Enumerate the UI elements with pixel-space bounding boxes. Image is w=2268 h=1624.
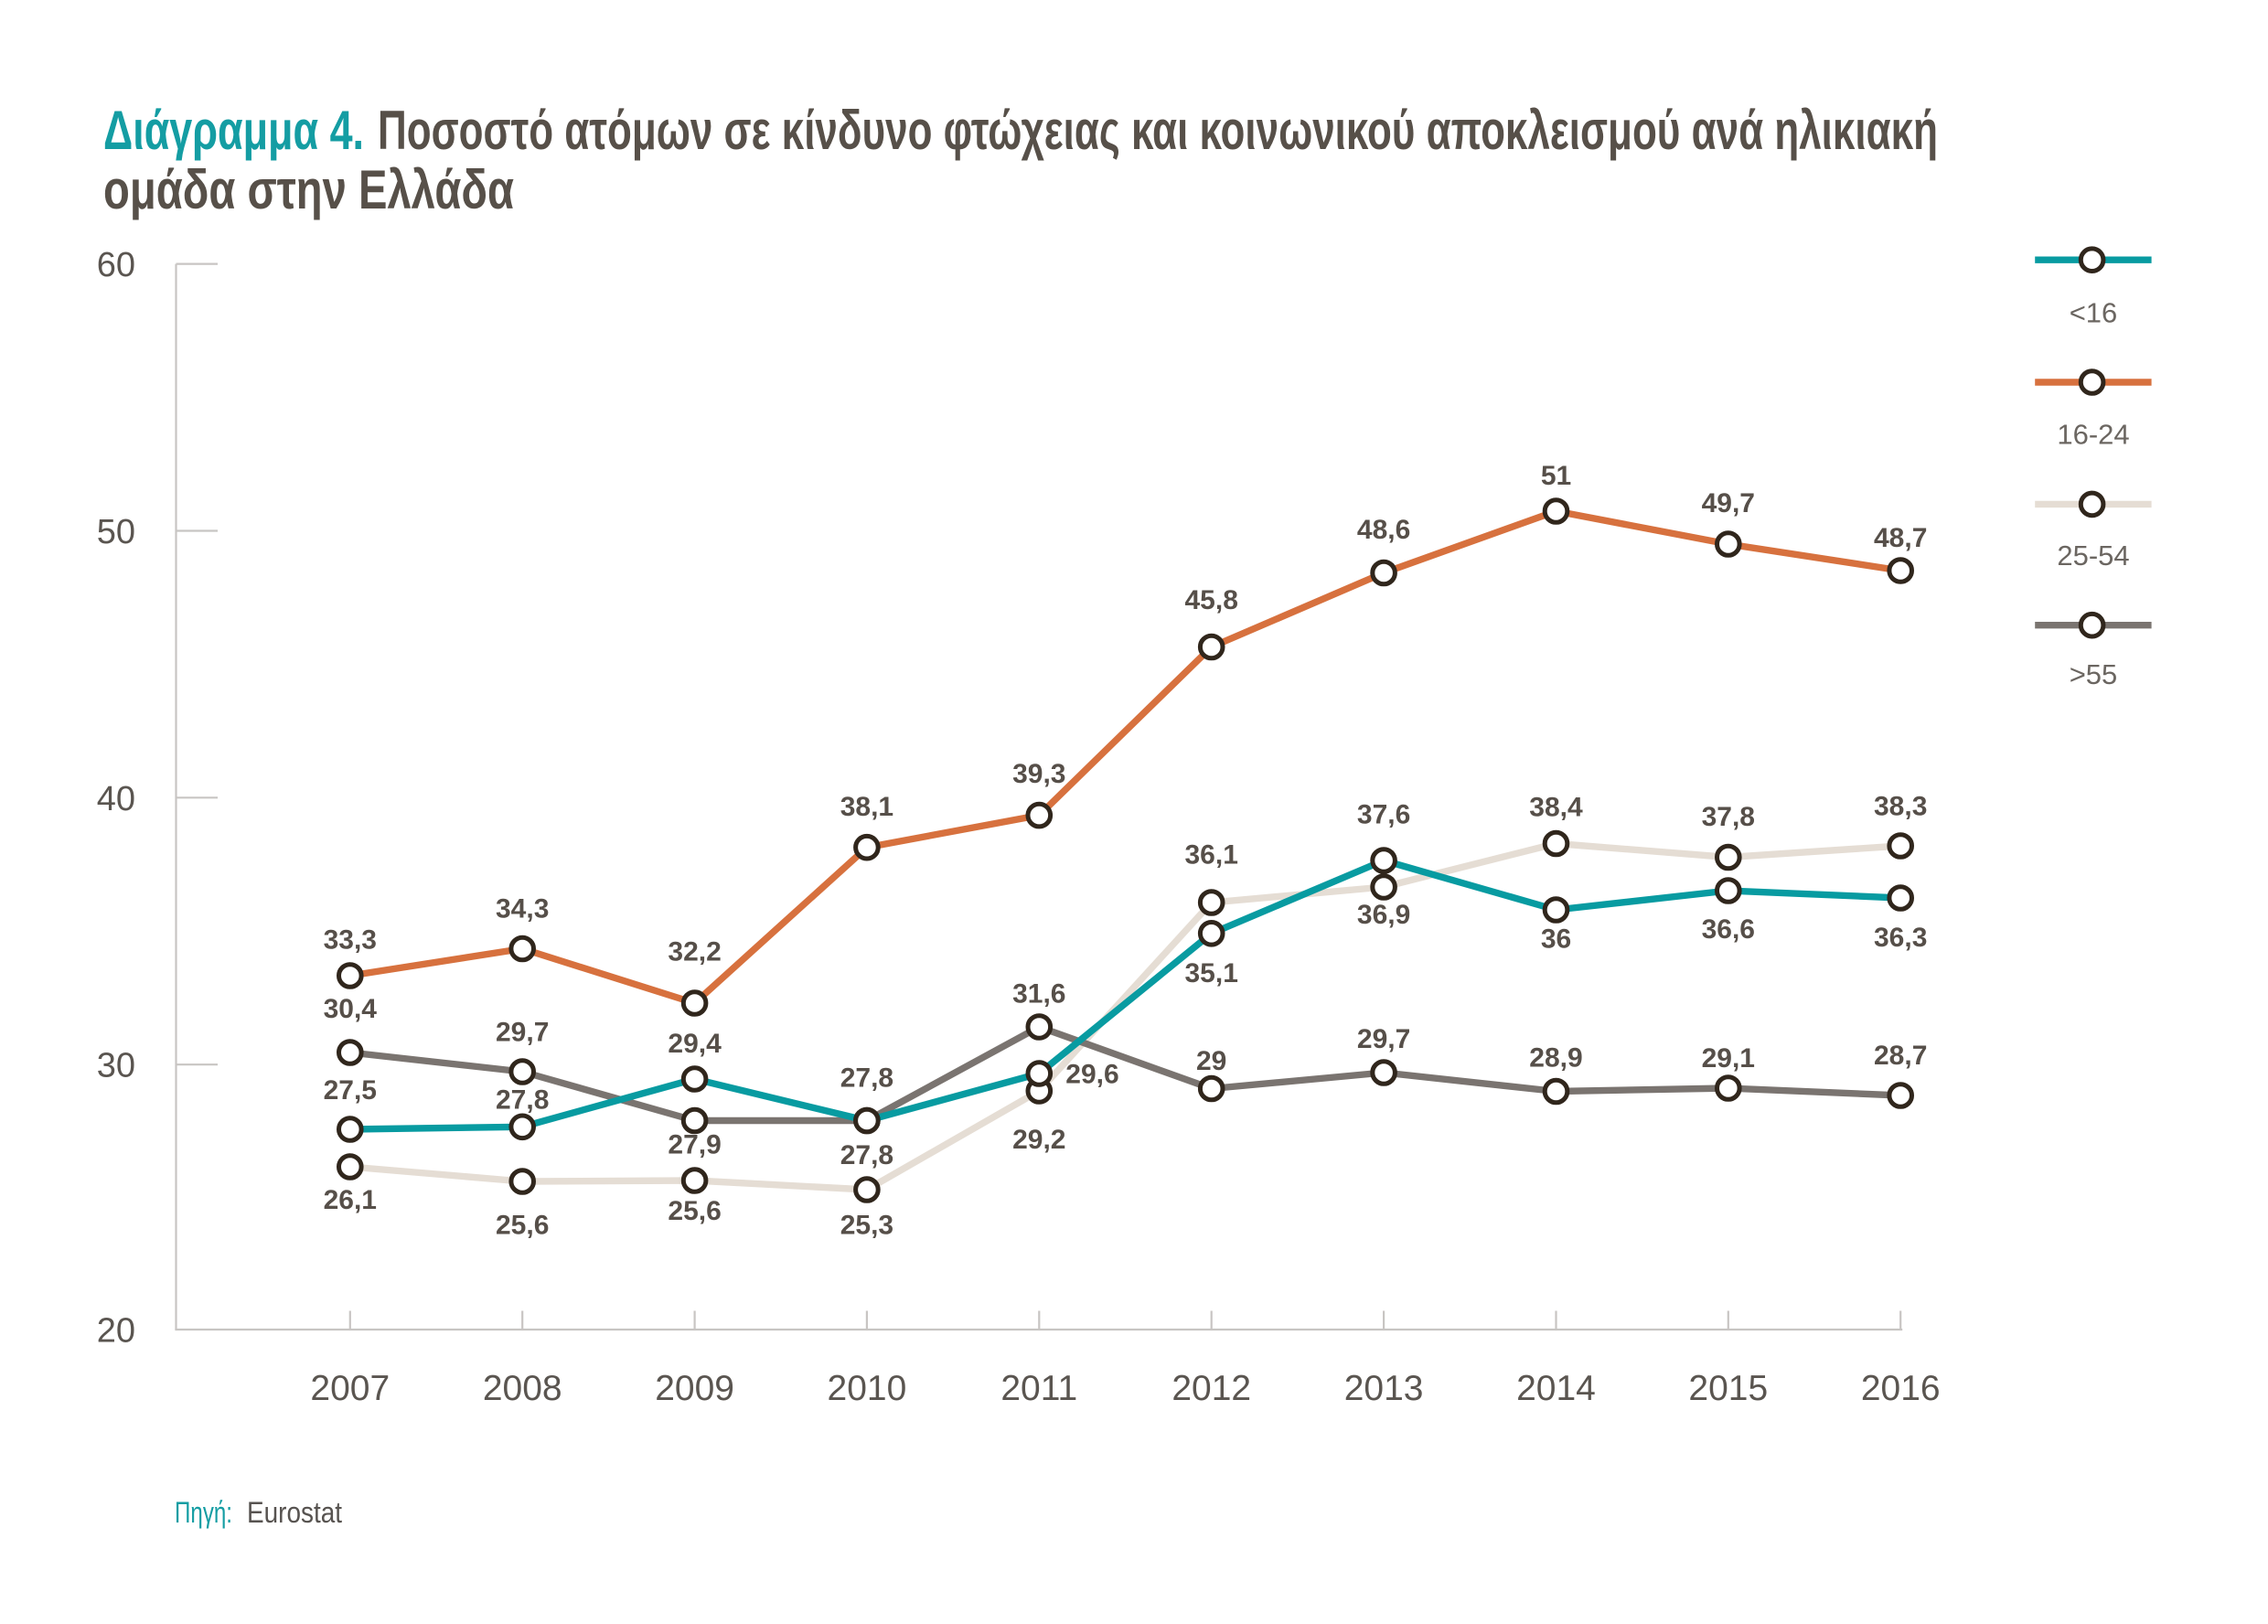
svg-text:25,6: 25,6 — [668, 1196, 721, 1226]
svg-text:36,9: 36,9 — [1357, 900, 1410, 930]
svg-text:31,6: 31,6 — [1012, 979, 1065, 1010]
svg-text:2009: 2009 — [655, 1369, 734, 1408]
svg-text:51: 51 — [1541, 461, 1571, 491]
svg-text:Διάγραμμα 4.: Διάγραμμα 4. — [103, 100, 364, 161]
svg-text:Ποσοστό ατόμων σε κίνδυνο φτώχ: Ποσοστό ατόμων σε κίνδυνο φτώχειας και κ… — [378, 100, 1938, 161]
svg-text:25,3: 25,3 — [840, 1210, 893, 1240]
svg-text:ομάδα στην Ελλάδα: ομάδα στην Ελλάδα — [103, 159, 514, 220]
svg-text:48,7: 48,7 — [1874, 523, 1927, 553]
svg-text:26,1: 26,1 — [324, 1185, 377, 1215]
svg-text:30,4: 30,4 — [324, 994, 378, 1024]
svg-text:35,1: 35,1 — [1185, 958, 1238, 988]
svg-text:33,3: 33,3 — [324, 925, 377, 956]
svg-text:27,5: 27,5 — [324, 1075, 377, 1106]
svg-text:27,8: 27,8 — [840, 1140, 893, 1170]
svg-text:2012: 2012 — [1171, 1369, 1251, 1408]
svg-text:>55: >55 — [2070, 658, 2118, 690]
svg-text:20: 20 — [97, 1312, 135, 1351]
svg-text:29,7: 29,7 — [496, 1017, 549, 1047]
svg-text:36: 36 — [1541, 924, 1571, 955]
svg-text:27,8: 27,8 — [496, 1084, 549, 1115]
svg-text:2008: 2008 — [483, 1369, 562, 1408]
svg-text:60: 60 — [97, 246, 135, 284]
svg-text:2014: 2014 — [1516, 1369, 1596, 1408]
svg-text:38,1: 38,1 — [840, 792, 893, 822]
svg-text:16-24: 16-24 — [2057, 418, 2129, 450]
svg-text:39,3: 39,3 — [1012, 759, 1065, 789]
svg-text:2013: 2013 — [1344, 1369, 1424, 1408]
svg-text:2010: 2010 — [828, 1369, 907, 1408]
svg-text:2007: 2007 — [310, 1369, 390, 1408]
svg-text:27,8: 27,8 — [840, 1063, 893, 1094]
svg-text:28,9: 28,9 — [1529, 1043, 1582, 1074]
svg-text:2016: 2016 — [1861, 1369, 1941, 1408]
svg-text:29,2: 29,2 — [1012, 1125, 1065, 1155]
svg-text:Πηγή:: Πηγή: — [175, 1496, 232, 1529]
svg-text:29,7: 29,7 — [1357, 1024, 1410, 1054]
svg-text:49,7: 49,7 — [1702, 488, 1755, 518]
svg-text:27,9: 27,9 — [668, 1130, 721, 1160]
svg-text:45,8: 45,8 — [1185, 585, 1238, 615]
svg-text:<16: <16 — [2070, 296, 2118, 328]
svg-text:29,6: 29,6 — [1065, 1060, 1118, 1090]
svg-text:29: 29 — [1196, 1046, 1226, 1076]
svg-text:30: 30 — [97, 1047, 135, 1085]
svg-text:29,4: 29,4 — [668, 1029, 722, 1059]
svg-text:36,3: 36,3 — [1874, 923, 1927, 953]
svg-text:2015: 2015 — [1688, 1369, 1768, 1408]
svg-text:50: 50 — [97, 513, 135, 551]
svg-text:34,3: 34,3 — [496, 894, 549, 924]
svg-text:28,7: 28,7 — [1874, 1041, 1927, 1071]
svg-text:32,2: 32,2 — [668, 937, 721, 967]
svg-text:29,1: 29,1 — [1702, 1043, 1755, 1074]
svg-text:48,6: 48,6 — [1357, 515, 1410, 545]
svg-text:Eurostat: Eurostat — [247, 1496, 342, 1529]
svg-text:25-54: 25-54 — [2057, 540, 2129, 572]
svg-text:36,1: 36,1 — [1185, 840, 1238, 871]
svg-text:37,8: 37,8 — [1702, 802, 1755, 832]
svg-text:36,6: 36,6 — [1702, 914, 1755, 945]
svg-text:2011: 2011 — [1000, 1369, 1077, 1408]
svg-text:40: 40 — [97, 780, 135, 818]
svg-text:38,3: 38,3 — [1874, 791, 1927, 821]
svg-text:37,6: 37,6 — [1357, 800, 1410, 830]
svg-text:25,6: 25,6 — [496, 1210, 549, 1240]
svg-text:38,4: 38,4 — [1529, 792, 1583, 822]
